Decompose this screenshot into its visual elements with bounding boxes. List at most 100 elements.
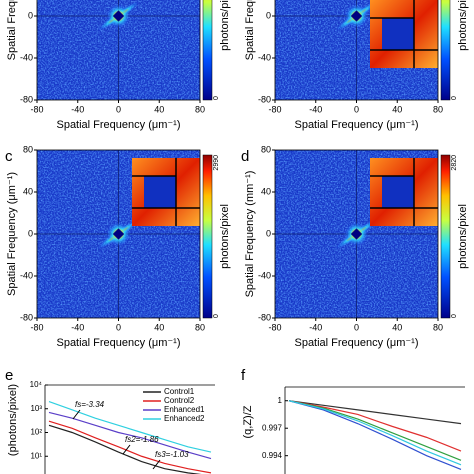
annotation: fs2=-1.86	[125, 435, 159, 444]
x-tick-label: 0	[116, 104, 121, 114]
colorbar-tick-label: 2820	[451, 155, 458, 171]
series-line	[48, 411, 212, 460]
y-tick-label: -80	[20, 312, 33, 322]
y-tick-label: 10²	[30, 428, 42, 437]
inset-lines	[132, 158, 200, 226]
x-tick-label: 80	[195, 322, 205, 332]
y-axis-label: (q,Z)/Z	[242, 405, 254, 438]
x-tick-label: 0	[116, 322, 121, 332]
panel-label: f	[241, 367, 246, 384]
y-tick-label: -40	[20, 52, 33, 62]
inset-center	[144, 176, 176, 208]
y-tick-label: 0	[266, 10, 271, 20]
colorbar	[202, 154, 213, 319]
x-tick-label: -40	[309, 104, 322, 114]
y-axis-label: Spatial Frequency (mm⁻¹)	[244, 171, 256, 298]
x-tick-label: 0	[354, 104, 359, 114]
y-tick-label: 80	[261, 144, 271, 154]
arrow	[72, 409, 81, 420]
heatmap	[37, 0, 200, 100]
colorbar-label: photons/pixel	[219, 0, 231, 51]
colorbar-label: photons/pixel	[457, 0, 469, 51]
heatmap	[275, 0, 438, 100]
legend-label: Enhanced1	[164, 405, 205, 414]
inset-lines	[370, 0, 438, 68]
series-line	[288, 400, 462, 461]
x-tick-label: -80	[30, 322, 43, 332]
panel-label: e	[5, 367, 13, 384]
colorbar-label: photons/pixel	[457, 204, 469, 269]
y-tick-label: 0.997	[262, 423, 283, 432]
colorbar	[440, 154, 451, 319]
y-tick-label: -80	[20, 94, 33, 104]
axes	[44, 384, 215, 474]
y-tick-label: -80	[258, 94, 271, 104]
annotation: fs3=-1.03	[155, 450, 189, 459]
x-tick-label: 80	[433, 322, 443, 332]
inset-lines	[370, 158, 438, 226]
x-tick-label: -40	[71, 104, 84, 114]
x-tick-label: 40	[154, 104, 164, 114]
y-tick-label: 10¹	[30, 451, 42, 460]
x-tick-label: -80	[268, 322, 281, 332]
axes	[284, 386, 465, 474]
y-axis-label: (photons/pixel)	[7, 384, 19, 456]
x-axis-label: Spatial Frequency (μm⁻¹)	[56, 337, 180, 349]
x-axis-label: Spatial Frequency (μm⁻¹)	[294, 119, 418, 131]
x-axis-label: Spatial Frequency (μm⁻¹)	[56, 119, 180, 131]
y-tick-label: -40	[20, 270, 33, 280]
colorbar	[440, 0, 451, 101]
y-tick-label: 0.994	[262, 451, 283, 460]
series-line	[48, 401, 212, 453]
colorbar-tick-label: 0	[451, 96, 458, 100]
x-tick-label: 0	[354, 322, 359, 332]
x-axis-label: Spatial Frequency (μm⁻¹)	[294, 337, 418, 349]
y-tick-label: 40	[23, 186, 33, 196]
x-tick-label: 40	[392, 322, 402, 332]
panel-label: c	[5, 148, 13, 165]
series-line	[288, 400, 462, 466]
y-tick-label: 0	[266, 228, 271, 238]
y-tick-label: 10³	[30, 404, 42, 413]
y-axis-label: Spatial Frequency	[6, 0, 18, 60]
x-tick-label: -80	[268, 104, 281, 114]
y-tick-label: -80	[258, 312, 271, 322]
legend-label: Enhanced2	[164, 414, 205, 423]
arrow	[122, 444, 131, 455]
y-tick-label: 10⁴	[30, 380, 43, 389]
x-tick-label: 40	[392, 104, 402, 114]
inset-center	[382, 176, 414, 208]
heatmap	[275, 150, 438, 318]
series-line	[288, 400, 462, 425]
colorbar-tick-label: 0	[213, 314, 220, 318]
y-axis-label: Spatial Frequency	[244, 0, 256, 60]
series-line	[48, 424, 202, 474]
legend-label: Control2	[164, 396, 195, 405]
colorbar-tick-label: 0	[213, 96, 220, 100]
y-tick-label: 0	[28, 10, 33, 20]
heatmap	[37, 150, 200, 318]
y-tick-label: 0	[28, 228, 33, 238]
y-tick-label: 1	[278, 396, 283, 405]
y-tick-label: 40	[261, 186, 271, 196]
inset-center	[382, 18, 414, 50]
series-line	[288, 400, 462, 470]
y-tick-label: 80	[23, 144, 33, 154]
y-tick-label: -40	[258, 270, 271, 280]
y-tick-label: -40	[258, 52, 271, 62]
series-line	[288, 400, 462, 452]
panel-label: d	[241, 148, 249, 165]
x-tick-label: 80	[195, 104, 205, 114]
colorbar-label: photons/pixel	[219, 204, 231, 269]
annotation: fs=-3.34	[75, 400, 105, 409]
legend-label: Control1	[164, 387, 195, 396]
x-tick-label: -80	[30, 104, 43, 114]
x-tick-label: -40	[309, 322, 322, 332]
x-tick-label: 80	[433, 104, 443, 114]
x-tick-label: 40	[154, 322, 164, 332]
colorbar-tick-label: 2990	[213, 155, 220, 171]
y-axis-label: Spatial Frequency (μm⁻¹)	[6, 172, 18, 296]
arrow	[152, 459, 161, 470]
colorbar	[202, 0, 213, 101]
